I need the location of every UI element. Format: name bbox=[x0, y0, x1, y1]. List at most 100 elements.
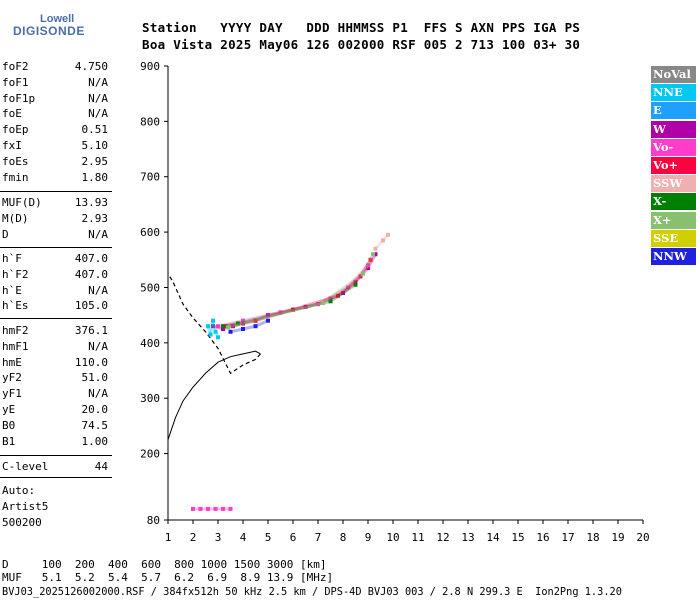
x-tick-label: 19 bbox=[611, 531, 624, 544]
x-tick-label: 14 bbox=[486, 531, 500, 544]
series-trace bbox=[242, 324, 256, 331]
data-point bbox=[216, 324, 220, 329]
param-separator bbox=[0, 477, 112, 478]
series-trace bbox=[374, 239, 385, 250]
logo-digisonde: DIGISONDE bbox=[13, 24, 85, 38]
data-point bbox=[228, 506, 233, 511]
param-value: 51.0 bbox=[81, 371, 109, 385]
header-line-1: Station YYYY DAY DDD HHMMSS P1 FFS S AXN… bbox=[142, 20, 581, 35]
data-point bbox=[353, 282, 358, 287]
legend-item: NoVal bbox=[651, 66, 696, 83]
x-tick-label: 6 bbox=[290, 531, 297, 544]
param-value: 1.00 bbox=[81, 434, 109, 448]
x-tick-label: 8 bbox=[340, 531, 347, 544]
series-trace bbox=[292, 305, 306, 312]
param-name: MUF(D) bbox=[2, 196, 42, 209]
param-name: h`Es bbox=[2, 299, 29, 313]
param-name: foEp bbox=[2, 123, 29, 137]
data-point bbox=[221, 324, 225, 329]
param-value: 20.0 bbox=[81, 403, 109, 416]
data-point bbox=[336, 293, 340, 298]
param-name: foEs bbox=[2, 154, 29, 168]
param-name: B1 bbox=[2, 434, 16, 448]
x-tick-label: 10 bbox=[386, 531, 399, 544]
series-trace bbox=[242, 319, 256, 325]
data-point bbox=[346, 285, 350, 290]
data-point bbox=[231, 324, 235, 329]
param-value: N/A bbox=[88, 75, 108, 89]
x-tick-label: 18 bbox=[586, 531, 599, 544]
density-profile-solid bbox=[167, 350, 261, 440]
data-point bbox=[228, 329, 233, 334]
param-separator bbox=[0, 455, 112, 456]
param-name: yF2 bbox=[2, 371, 22, 385]
y-tick-label: 400 bbox=[140, 337, 160, 350]
legend-item: Vo- bbox=[651, 138, 696, 156]
data-point bbox=[211, 324, 215, 329]
param-value: 13.93 bbox=[74, 196, 108, 209]
data-point bbox=[198, 506, 203, 511]
x-tick-label: 3 bbox=[215, 531, 222, 544]
legend-item: SSW bbox=[651, 175, 696, 193]
data-point bbox=[321, 300, 325, 305]
data-point bbox=[241, 326, 245, 331]
data-point bbox=[208, 332, 213, 337]
param-value: N/A bbox=[88, 387, 108, 401]
param-value: N/A bbox=[88, 227, 108, 241]
data-point bbox=[386, 232, 390, 237]
param-name: foF2 bbox=[2, 60, 29, 73]
data-point bbox=[328, 299, 333, 304]
data-point bbox=[223, 324, 228, 329]
x-tick-label: 20 bbox=[636, 531, 649, 544]
param-name: hmE bbox=[2, 355, 22, 369]
x-tick-label: 2 bbox=[190, 531, 197, 544]
param-value: 2.93 bbox=[81, 211, 109, 225]
legend-item: NNE bbox=[651, 84, 696, 102]
param-value: N/A bbox=[88, 107, 108, 121]
param-separator bbox=[0, 191, 112, 192]
y-tick-label: 900 bbox=[140, 60, 160, 73]
series-trace bbox=[237, 299, 331, 325]
param-value: 105.0 bbox=[74, 299, 108, 313]
series-trace bbox=[222, 321, 239, 328]
param-value: 110.0 bbox=[74, 355, 108, 369]
series-trace bbox=[280, 308, 294, 314]
legend-item: E bbox=[651, 102, 696, 120]
param-value: 0.51 bbox=[81, 123, 109, 137]
data-point bbox=[253, 324, 258, 329]
data-point bbox=[213, 506, 218, 511]
param-name: h`F2 bbox=[2, 267, 29, 281]
param-separator bbox=[0, 318, 112, 319]
param-name: B0 bbox=[2, 418, 16, 432]
data-point bbox=[373, 246, 378, 251]
series-trace bbox=[255, 308, 294, 323]
param-name: foF1 bbox=[2, 75, 29, 89]
series-trace bbox=[254, 319, 269, 328]
legend-item: Vo+ bbox=[651, 157, 696, 174]
series-trace bbox=[230, 327, 244, 334]
param-name: foF1p bbox=[2, 91, 36, 105]
data-point bbox=[241, 321, 245, 326]
param-name: C-level bbox=[2, 460, 49, 473]
param-name: hmF2 bbox=[2, 324, 29, 337]
y-tick-label: 200 bbox=[140, 448, 160, 461]
series-trace bbox=[329, 283, 357, 303]
y-tick-label: 80 bbox=[147, 514, 160, 527]
data-point bbox=[191, 506, 195, 511]
series-trace bbox=[227, 301, 324, 329]
param-value: 5.10 bbox=[81, 139, 109, 152]
auto-label: Auto: bbox=[2, 484, 36, 497]
data-point bbox=[341, 291, 345, 295]
series-trace bbox=[225, 319, 256, 328]
param-value: 44 bbox=[94, 460, 108, 473]
y-tick-label: 800 bbox=[140, 115, 160, 128]
param-value: 1.80 bbox=[81, 170, 109, 184]
x-tick-label: 5 bbox=[265, 531, 272, 544]
series-trace bbox=[280, 302, 319, 314]
y-tick-label: 300 bbox=[140, 392, 160, 405]
x-tick-label: 1 bbox=[165, 531, 172, 544]
param-value: N/A bbox=[88, 283, 108, 297]
data-point bbox=[366, 263, 370, 268]
data-point bbox=[266, 313, 270, 318]
series-trace bbox=[337, 275, 362, 297]
